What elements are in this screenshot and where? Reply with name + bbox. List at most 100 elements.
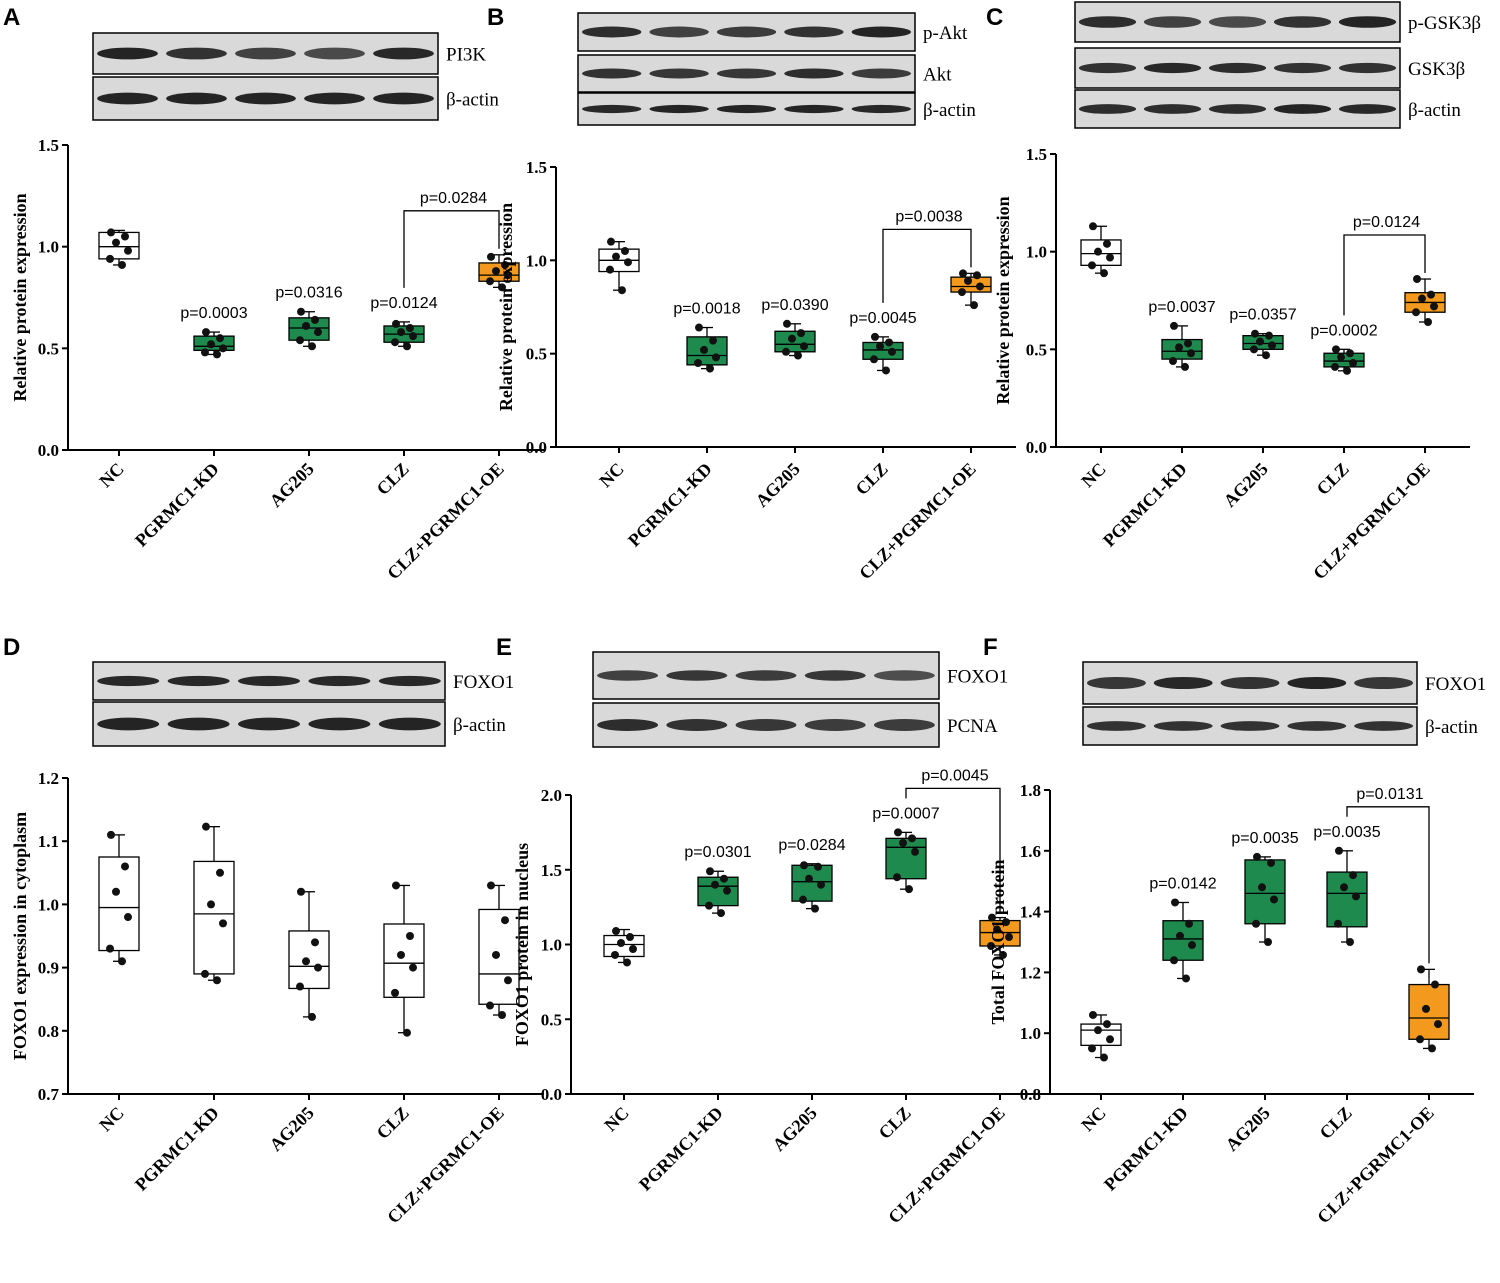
data-point [106, 944, 114, 953]
data-point [876, 342, 884, 351]
blot-band [97, 92, 158, 105]
blot-band [582, 104, 642, 114]
y-axis-label: Relative protein expression [993, 196, 1013, 404]
box-nc: NC [1077, 222, 1122, 492]
box-iqr [193, 860, 235, 975]
y-tick-label: 0.7 [38, 1085, 60, 1104]
blot-band [1354, 676, 1413, 690]
data-point [1434, 1020, 1442, 1029]
y-axis-label: Relative protein expression [496, 203, 516, 411]
data-point [1334, 919, 1342, 928]
blot-band [373, 47, 434, 60]
box-ag205: AG205 [266, 307, 330, 511]
x-category-label: NC [595, 459, 628, 492]
data-point [409, 332, 417, 341]
y-tick-label: 0.5 [1026, 340, 1047, 359]
blot-band [1208, 16, 1267, 28]
data-point [871, 332, 879, 341]
data-point [617, 939, 625, 948]
data-point [397, 950, 405, 959]
data-point [1103, 1020, 1111, 1029]
y-tick-label: 0.5 [38, 339, 59, 358]
blot-strip: FOXO1 [592, 651, 1008, 700]
data-point [492, 267, 500, 276]
blot-band [1338, 104, 1397, 114]
y-tick-label: 2.0 [541, 786, 562, 805]
data-point [799, 895, 807, 904]
blot-band [735, 719, 797, 731]
data-point [308, 1012, 316, 1021]
x-category-label: NC [600, 1103, 633, 1136]
data-point [297, 887, 305, 896]
blot-band [167, 675, 230, 687]
data-point [1181, 362, 1189, 371]
blot-label: β-actin [1408, 100, 1461, 121]
data-point [958, 288, 966, 297]
blot-strip: β-actin [1082, 706, 1478, 746]
box-clz: CLZ [852, 332, 904, 499]
data-point [296, 982, 304, 991]
p-value-label: p=0.0357 [1229, 307, 1296, 324]
box-ag205: AG205 [752, 319, 816, 511]
blot-band [784, 104, 844, 114]
data-point [899, 838, 907, 847]
box-clz-pgrmc1-oe: CLZ+PGRMC1-OE [1309, 275, 1446, 583]
blot-band [873, 670, 935, 681]
data-point [1422, 1004, 1430, 1013]
data-point [1335, 846, 1343, 855]
blot-label: FOXO1 [947, 667, 1008, 688]
data-point [202, 822, 210, 831]
x-category-label: NC [1077, 459, 1110, 492]
data-point [216, 868, 224, 877]
data-point [1094, 1026, 1102, 1035]
data-point [302, 321, 310, 330]
x-category-label: NC [95, 459, 128, 492]
x-category-label: CLZ [373, 1103, 413, 1143]
x-category-label: CLZ [373, 459, 413, 499]
blot-strip: β-actin [92, 76, 499, 121]
blot-band [378, 675, 441, 687]
data-point [207, 900, 215, 909]
y-tick-label: 1.8 [1020, 781, 1041, 800]
y-tick-label: 1.5 [541, 861, 562, 880]
data-point [487, 252, 495, 261]
data-point [1265, 331, 1273, 340]
p-value-label: p=0.0003 [180, 305, 247, 322]
data-point [1349, 871, 1357, 880]
box-clz-pgrmc1-oe: CLZ+PGRMC1-OE [1313, 965, 1450, 1227]
blot-band [666, 670, 728, 681]
data-point [1175, 343, 1183, 352]
data-point [817, 880, 825, 889]
data-point [1416, 1035, 1424, 1044]
blot-strip: PI3K [92, 32, 486, 75]
blot-strip: PCNA [592, 702, 998, 748]
data-point [629, 944, 637, 953]
data-point [297, 307, 305, 316]
y-tick-label: 1.0 [38, 895, 59, 914]
y-axis-label: FOXO1 expression in cytoplasm [10, 812, 30, 1060]
p-value-label: p=0.0390 [761, 297, 828, 314]
data-point [720, 874, 728, 883]
blot-band [1287, 721, 1347, 731]
significance-bracket [905, 787, 1001, 912]
data-point [1251, 329, 1259, 338]
x-category-label: PGRMC1-KD [635, 1103, 727, 1195]
blot-band [308, 675, 371, 687]
data-point [1103, 239, 1111, 248]
box-ag205: AG205 [1222, 852, 1286, 1155]
blot-band [735, 670, 797, 681]
blot-band [1208, 62, 1267, 74]
data-point [121, 862, 129, 871]
significance-bracket [882, 228, 972, 303]
blot-strip: GSK3β [1074, 47, 1465, 89]
data-point [202, 328, 210, 337]
blot-band [784, 26, 844, 38]
box-nc: NC [600, 927, 645, 1136]
y-tick-label: 0.8 [38, 1022, 59, 1041]
p-value-label: p=0.0045 [849, 310, 916, 327]
p-value-label: p=0.0035 [1313, 824, 1380, 841]
y-tick-label: 1.0 [1020, 1024, 1041, 1043]
significance-bracket [1343, 234, 1426, 316]
blot-band [1087, 721, 1146, 731]
box-clz: CLZ [373, 881, 425, 1143]
